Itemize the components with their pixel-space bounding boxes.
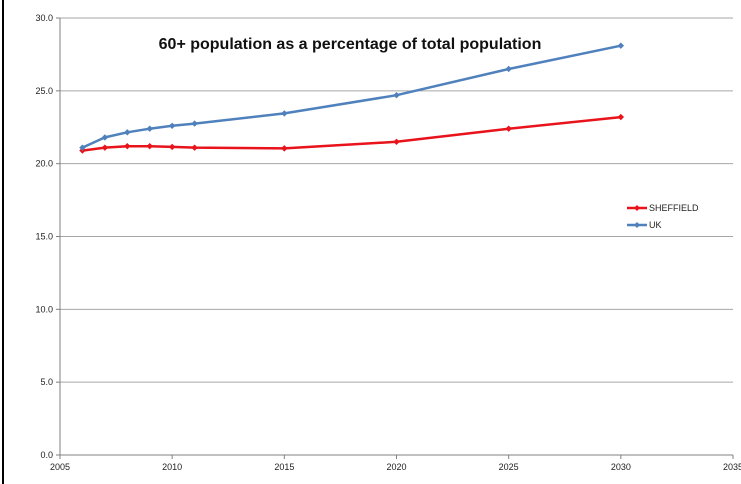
y-tick-label: 15.0 (35, 232, 53, 242)
gridlines (60, 17, 733, 383)
data-point-sheffield (505, 125, 512, 132)
data-point-sheffield (168, 143, 176, 151)
series-line-uk (81, 44, 622, 149)
data-point-uk (124, 129, 131, 136)
y-tick-labels: 0.0 5.0 10.0 15.0 20.0 25.0 30.0 (35, 13, 53, 460)
chart-title: 60+ population as a percentage of total … (159, 36, 542, 53)
y-tick-label: 10.0 (35, 304, 53, 314)
data-point-uk (617, 42, 625, 49)
x-tick-label: 2020 (386, 462, 406, 472)
data-point-uk (281, 110, 288, 117)
x-tick-label: 2030 (611, 462, 631, 472)
data-point-uk (101, 134, 109, 141)
legend-marker-uk (634, 222, 640, 228)
data-point-uk (146, 125, 153, 132)
y-tick-label: 25.0 (35, 86, 53, 96)
data-point-uk (168, 122, 176, 129)
y-tick-label: 5.0 (40, 377, 53, 387)
data-point-sheffield (281, 145, 288, 152)
y-tick-label: 0.0 (40, 450, 53, 460)
legend-label-sheffield: SHEFFIELD (649, 203, 699, 213)
series-uk (79, 42, 625, 151)
data-point-sheffield (146, 142, 153, 150)
data-point-sheffield (617, 113, 625, 121)
x-tick-label: 2005 (50, 462, 70, 472)
data-point-uk (191, 120, 198, 127)
x-tick-label: 2035 (723, 462, 741, 472)
x-tick-label: 2010 (162, 462, 182, 472)
series-line-sheffield (82, 115, 621, 152)
axes (56, 17, 734, 459)
data-point-sheffield (124, 142, 131, 150)
x-tick-labels: 2005 2010 2015 2020 2025 2030 2035 (50, 462, 741, 472)
y-tick-label: 20.0 (35, 159, 53, 169)
legend-item-sheffield: SHEFFIELD (627, 203, 699, 213)
y-tick-label: 30.0 (35, 13, 53, 23)
data-point-sheffield (101, 144, 109, 151)
data-point-sheffield (393, 138, 400, 146)
legend: SHEFFIELD UK (627, 203, 699, 230)
legend-item-uk: UK (627, 220, 662, 230)
x-tick-label: 2025 (499, 462, 519, 472)
legend-marker-sheffield (634, 205, 640, 211)
legend-label-uk: UK (649, 220, 662, 230)
series-lines (79, 42, 625, 154)
data-point-sheffield (191, 144, 198, 151)
data-point-uk (393, 92, 400, 99)
x-tick-label: 2015 (274, 462, 294, 472)
data-point-uk (505, 65, 512, 73)
data-point-uk (79, 144, 86, 151)
